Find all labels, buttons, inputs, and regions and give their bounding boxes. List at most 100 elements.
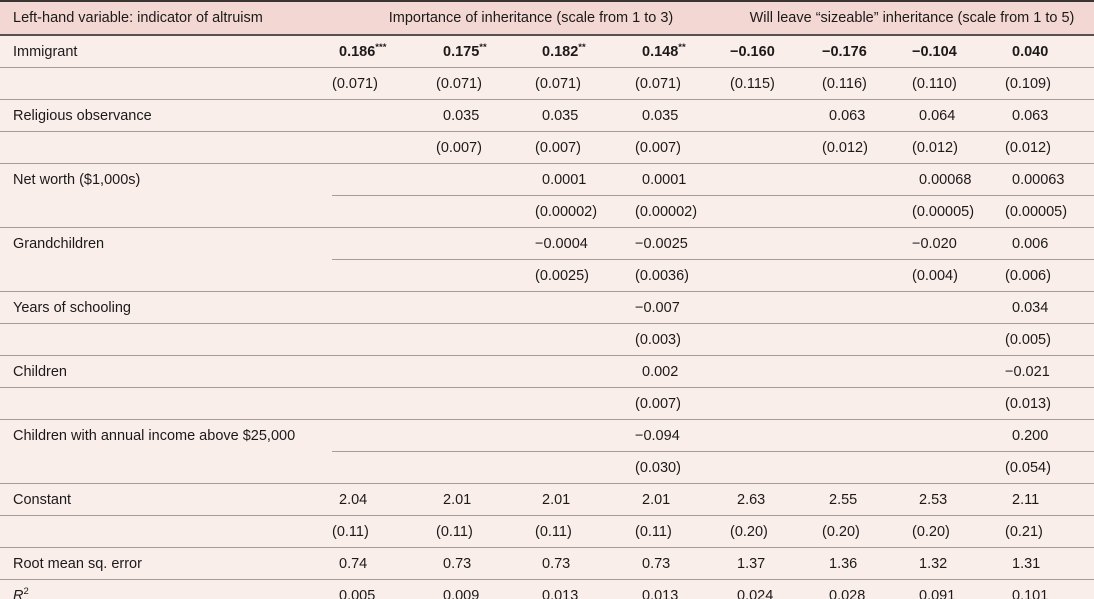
value-cell: 0.013 bbox=[635, 579, 730, 599]
row-label bbox=[0, 131, 332, 164]
value-cell bbox=[332, 131, 436, 164]
value-cell: (0.11) bbox=[535, 515, 635, 548]
value-cell: (0.007) bbox=[635, 131, 730, 164]
table-row: (0.071) (0.071) (0.071) (0.071) (0.115) (0.11… bbox=[0, 67, 1094, 100]
table-row: Children 0.002 −0.021 bbox=[0, 355, 1094, 388]
value-cell: (0.20) bbox=[730, 515, 822, 548]
value-cell bbox=[730, 131, 822, 164]
value-cell: (0.013) bbox=[1005, 387, 1094, 420]
value-cell bbox=[822, 387, 912, 420]
value-cell: 0.035 bbox=[635, 99, 730, 132]
row-label bbox=[0, 515, 332, 548]
value-cell: 0.73 bbox=[436, 547, 535, 580]
row-label bbox=[0, 67, 332, 100]
header-group-importance-of-inheritance: Importance of inheritance (scale from 1 … bbox=[332, 0, 730, 36]
table-row: R2 0.005 0.009 0.013 0.013 0.024 0.028 0.091 0.1… bbox=[0, 579, 1094, 599]
value-cell: 0.002 bbox=[635, 355, 730, 388]
row-label: Root mean sq. error bbox=[0, 547, 332, 580]
value-cell: (0.00002) bbox=[635, 195, 730, 228]
table-row: Net worth ($1,000s) 0.0001 0.0001 0.00068 0.… bbox=[0, 163, 1094, 196]
value-cell bbox=[535, 451, 635, 484]
value-cell bbox=[730, 291, 822, 324]
value-cell: 0.00068 bbox=[912, 163, 1005, 196]
value-cell bbox=[822, 259, 912, 292]
value-cell bbox=[436, 291, 535, 324]
value-cell: 1.37 bbox=[730, 547, 822, 580]
value-cell: 1.31 bbox=[1005, 547, 1094, 580]
value-cell: 2.04 bbox=[332, 483, 436, 516]
value-cell bbox=[535, 419, 635, 452]
value-cell: 2.01 bbox=[436, 483, 535, 516]
value-cell: 0.091 bbox=[912, 579, 1005, 599]
value-cell: 0.063 bbox=[822, 99, 912, 132]
value-cell: −0.0025 bbox=[635, 227, 730, 260]
value-cell: 2.63 bbox=[730, 483, 822, 516]
value-cell: 0.0001 bbox=[635, 163, 730, 196]
value-cell: (0.071) bbox=[635, 67, 730, 100]
value-cell bbox=[730, 99, 822, 132]
value-cell bbox=[822, 291, 912, 324]
table-row: (0.11) (0.11) (0.11) (0.11) (0.20) (0.20) (0.2… bbox=[0, 515, 1094, 548]
value-cell bbox=[730, 323, 822, 356]
value-cell: (0.071) bbox=[535, 67, 635, 100]
value-cell: (0.21) bbox=[1005, 515, 1094, 548]
value-cell: (0.071) bbox=[332, 67, 436, 100]
value-cell: (0.007) bbox=[436, 131, 535, 164]
table-row: (0.0025) (0.0036) (0.004) (0.006) bbox=[0, 259, 1094, 292]
value-cell: (0.012) bbox=[822, 131, 912, 164]
table-row: Immigrant 0.186*** 0.175** 0.182** 0.148** −0… bbox=[0, 35, 1094, 68]
value-cell: 2.55 bbox=[822, 483, 912, 516]
table-row: (0.00002) (0.00002) (0.00005) (0.00005) bbox=[0, 195, 1094, 228]
value-cell: 0.00063 bbox=[1005, 163, 1094, 196]
value-cell: (0.003) bbox=[635, 323, 730, 356]
table-row: Grandchildren −0.0004 −0.0025 −0.020 0.006 bbox=[0, 227, 1094, 260]
row-label bbox=[0, 259, 332, 292]
value-cell bbox=[436, 227, 535, 260]
value-cell: 0.009 bbox=[436, 579, 535, 599]
row-label: Grandchildren bbox=[13, 235, 105, 252]
value-cell bbox=[730, 227, 822, 260]
table-row: Constant 2.04 2.01 2.01 2.01 2.63 2.55 2.53 2.11 bbox=[0, 483, 1094, 516]
value-cell bbox=[730, 259, 822, 292]
value-cell: 0.028 bbox=[822, 579, 912, 599]
row-label: Immigrant bbox=[0, 35, 332, 68]
value-cell bbox=[436, 387, 535, 420]
value-cell: (0.004) bbox=[912, 259, 1005, 292]
value-cell: (0.116) bbox=[822, 67, 912, 100]
value-cell bbox=[332, 99, 436, 132]
value-cell: (0.11) bbox=[436, 515, 535, 548]
value-cell bbox=[822, 451, 912, 484]
value-cell: 0.186*** bbox=[332, 35, 436, 68]
value-cell: (0.071) bbox=[436, 67, 535, 100]
value-cell: (0.00005) bbox=[1005, 195, 1094, 228]
value-cell: 0.148** bbox=[635, 35, 730, 68]
row-label: Years of schooling bbox=[0, 291, 332, 324]
value-cell bbox=[332, 387, 436, 420]
table-body: Immigrant 0.186*** 0.175** 0.182** 0.148** −0… bbox=[0, 35, 1094, 599]
value-cell: 0.064 bbox=[912, 99, 1005, 132]
value-cell: 0.013 bbox=[535, 579, 635, 599]
value-cell bbox=[730, 451, 822, 484]
value-cell: (0.006) bbox=[1005, 259, 1094, 292]
value-cell: (0.0036) bbox=[635, 259, 730, 292]
value-cell bbox=[730, 419, 822, 452]
value-cell: −0.020 bbox=[912, 227, 1005, 260]
value-cell bbox=[535, 323, 635, 356]
value-cell: 0.175** bbox=[436, 35, 535, 68]
value-cell bbox=[436, 163, 535, 196]
value-cell: (0.007) bbox=[635, 387, 730, 420]
row-label bbox=[0, 387, 332, 420]
value-cell: −0.021 bbox=[1005, 355, 1094, 388]
value-cell: (0.11) bbox=[635, 515, 730, 548]
value-cell bbox=[822, 323, 912, 356]
value-cell bbox=[822, 355, 912, 388]
value-cell: −0.104 bbox=[912, 35, 1005, 68]
value-cell: (0.0025) bbox=[535, 259, 635, 292]
value-cell bbox=[436, 195, 535, 228]
value-cell bbox=[730, 163, 822, 196]
value-cell: 0.182** bbox=[535, 35, 635, 68]
value-cell: (0.11) bbox=[332, 515, 436, 548]
value-cell bbox=[436, 419, 535, 452]
value-cell: −0.160 bbox=[730, 35, 822, 68]
value-cell: (0.00002) bbox=[535, 195, 635, 228]
